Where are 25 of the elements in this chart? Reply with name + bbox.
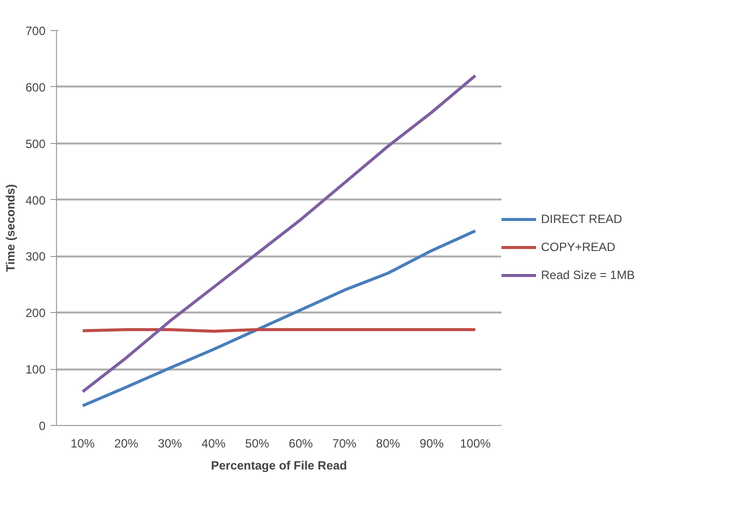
x-tick-label: 10%: [70, 436, 96, 450]
y-tick-label: 200: [25, 306, 46, 320]
x-tick-label: 20%: [114, 436, 139, 450]
legend-label: Read Size = 1MB: [541, 268, 635, 282]
x-tick-label: 80%: [376, 436, 400, 450]
y-tick-label: 100: [25, 362, 46, 377]
x-tick-label: 90%: [420, 436, 444, 450]
x-tick-label: 40%: [202, 436, 226, 450]
y-tick-label: 500: [25, 136, 46, 151]
x-tick-label: 100%: [460, 436, 491, 450]
y-tick-label: 400: [25, 193, 46, 208]
y-tick-label: 600: [25, 80, 46, 94]
legend-label: COPY+READ: [541, 240, 616, 254]
x-tick-label: 50%: [245, 436, 270, 450]
line-series: [81, 229, 477, 408]
legend-label: DIRECT READ: [541, 212, 622, 226]
y-tick-label: 0: [38, 419, 46, 433]
line-series: [81, 74, 477, 394]
y-tick-label: 300: [25, 250, 46, 264]
y-tick-label: 700: [25, 24, 46, 38]
x-axis-title: Percentage of File Read: [210, 458, 348, 472]
x-tick-label: 70%: [332, 436, 357, 450]
x-tick-label: 30%: [158, 436, 182, 450]
y-axis-title: Time (seconds): [3, 184, 18, 272]
x-tick-label: 60%: [288, 436, 314, 450]
